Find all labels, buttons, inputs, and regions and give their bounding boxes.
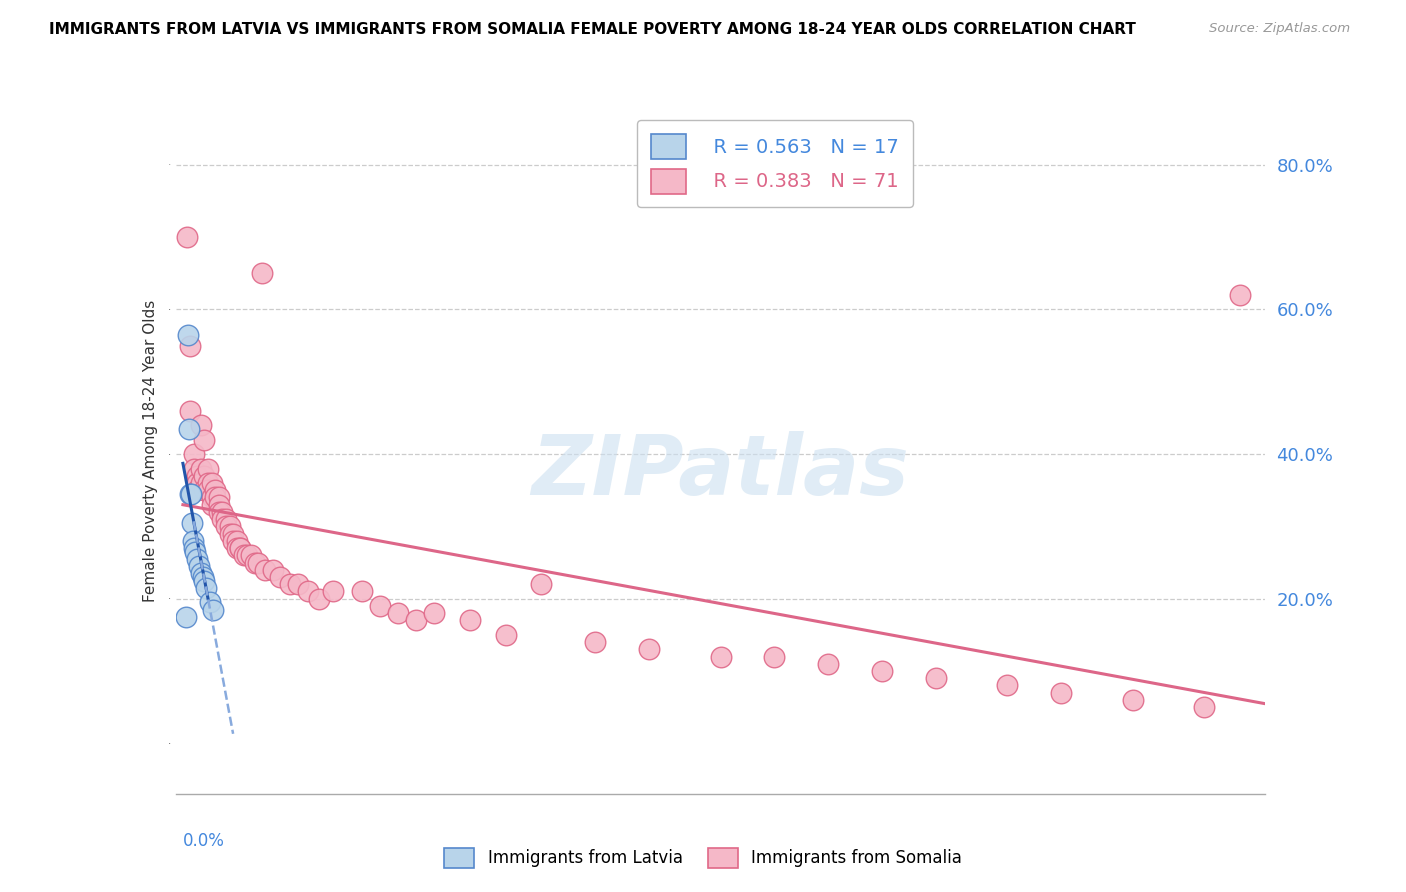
Point: [190, 461, 212, 475]
Point: [763, 649, 786, 664]
Legend: Immigrants from Latvia, Immigrants from Somalia: Immigrants from Latvia, Immigrants from …: [437, 841, 969, 875]
Point: [183, 447, 205, 461]
Point: [193, 468, 215, 483]
Point: [254, 563, 277, 577]
Point: [352, 584, 374, 599]
Point: [190, 418, 212, 433]
Point: [297, 584, 319, 599]
Point: [202, 602, 225, 616]
Point: [495, 628, 517, 642]
Point: [197, 483, 219, 498]
Point: [180, 516, 202, 530]
Text: ZIPatlas: ZIPatlas: [531, 431, 910, 512]
Point: [1050, 686, 1073, 700]
Point: [287, 577, 309, 591]
Point: [583, 635, 606, 649]
Point: [218, 526, 240, 541]
Point: [177, 327, 200, 342]
Point: [180, 487, 202, 501]
Text: Source: ZipAtlas.com: Source: ZipAtlas.com: [1209, 22, 1350, 36]
Point: [250, 266, 273, 280]
Point: [179, 487, 201, 501]
Point: [204, 483, 226, 498]
Point: [198, 595, 221, 609]
Point: [236, 549, 259, 563]
Point: [247, 556, 270, 570]
Point: [215, 519, 238, 533]
Text: 0.0%: 0.0%: [183, 831, 225, 850]
Point: [200, 498, 222, 512]
Point: [458, 613, 481, 627]
Point: [1122, 693, 1144, 707]
Point: [179, 422, 201, 436]
Point: [193, 483, 215, 498]
Point: [183, 541, 205, 555]
Point: [184, 544, 207, 558]
Point: [225, 541, 247, 555]
Point: [179, 403, 201, 417]
Point: [186, 552, 208, 566]
Point: [638, 642, 661, 657]
Point: [183, 461, 205, 475]
Point: [211, 505, 233, 519]
Point: [211, 512, 233, 526]
Point: [190, 566, 212, 581]
Point: [262, 563, 284, 577]
Point: [197, 461, 219, 475]
Point: [387, 606, 409, 620]
Point: [188, 559, 211, 574]
Point: [269, 570, 291, 584]
Point: [530, 577, 553, 591]
Point: [200, 475, 222, 490]
Point: [204, 491, 226, 505]
Point: [280, 577, 302, 591]
Point: [181, 533, 204, 548]
Point: [218, 519, 240, 533]
Point: [176, 230, 198, 244]
Point: [200, 491, 222, 505]
Point: [208, 505, 231, 519]
Point: [191, 570, 214, 584]
Point: [208, 491, 231, 505]
Point: [225, 533, 247, 548]
Point: [423, 606, 446, 620]
Point: [186, 468, 208, 483]
Point: [243, 556, 266, 570]
Point: [190, 475, 212, 490]
Point: [195, 581, 218, 595]
Point: [174, 609, 197, 624]
Point: [368, 599, 391, 613]
Point: [1229, 288, 1251, 302]
Point: [924, 671, 946, 685]
Point: [817, 657, 839, 671]
Point: [232, 549, 254, 563]
Point: [215, 512, 238, 526]
Point: [995, 678, 1018, 692]
Point: [186, 475, 208, 490]
Text: IMMIGRANTS FROM LATVIA VS IMMIGRANTS FROM SOMALIA FEMALE POVERTY AMONG 18-24 YEA: IMMIGRANTS FROM LATVIA VS IMMIGRANTS FRO…: [49, 22, 1136, 37]
Point: [186, 483, 208, 498]
Point: [208, 498, 231, 512]
Point: [322, 584, 344, 599]
Y-axis label: Female Poverty Among 18-24 Year Olds: Female Poverty Among 18-24 Year Olds: [142, 300, 157, 601]
Point: [179, 338, 201, 352]
Point: [229, 541, 252, 555]
Point: [710, 649, 733, 664]
Point: [308, 591, 330, 606]
Point: [193, 574, 215, 588]
Point: [1194, 700, 1216, 714]
Point: [197, 475, 219, 490]
Point: [193, 433, 215, 447]
Point: [240, 549, 263, 563]
Point: [222, 533, 245, 548]
Point: [222, 526, 245, 541]
Legend:   R = 0.563   N = 17,   R = 0.383   N = 71: R = 0.563 N = 17, R = 0.383 N = 71: [637, 120, 912, 207]
Point: [229, 541, 252, 555]
Point: [405, 613, 427, 627]
Point: [870, 664, 893, 678]
